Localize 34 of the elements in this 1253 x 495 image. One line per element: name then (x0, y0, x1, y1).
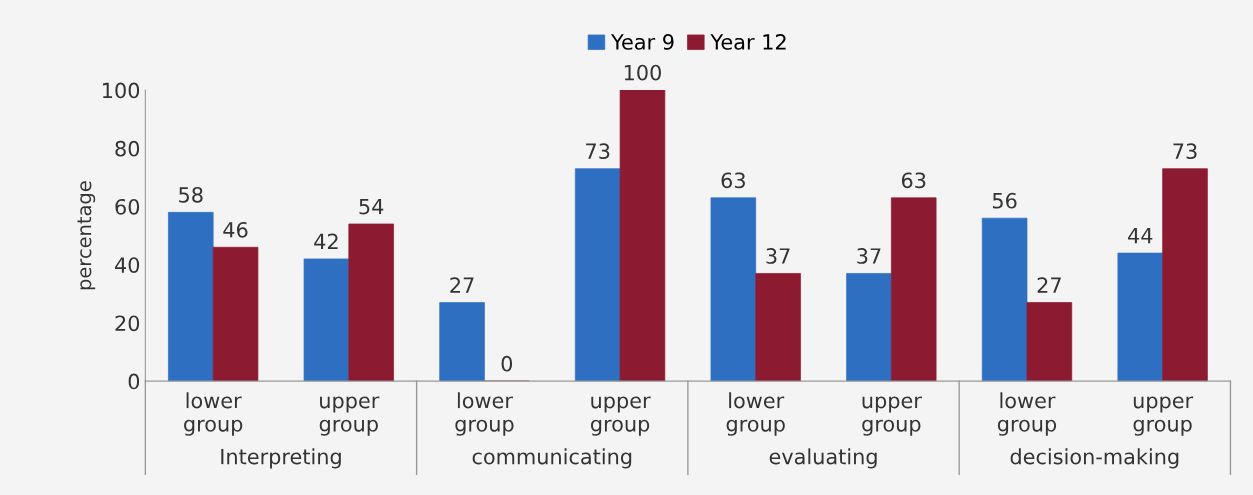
data-label: 44 (1128, 228, 1153, 244)
data-label: 0 (501, 355, 513, 372)
x-tick-label: upper group (590, 396, 651, 436)
y-tick-label: 20 (115, 315, 140, 332)
data-label: 100 (624, 64, 661, 81)
data-label: 56 (992, 192, 1017, 209)
data-label: 46 (223, 221, 248, 238)
data-label: 27 (1037, 277, 1061, 293)
data-label: 73 (586, 143, 610, 160)
data-label: 42 (314, 233, 338, 250)
data-label: 54 (359, 198, 384, 215)
text: decision-making (1010, 448, 1179, 469)
y-tick-label: 40 (115, 257, 140, 273)
data-label: 58 (179, 186, 203, 203)
legend-label: Year 9 (610, 34, 674, 50)
y-tick-label: 100 (103, 82, 140, 99)
y-tick-label: 80 (115, 140, 140, 157)
legend-label: Year 12 (710, 34, 786, 50)
text: evaluating (769, 448, 877, 469)
text: communicating (472, 448, 632, 469)
data-label: 27 (450, 277, 474, 293)
y-tick-label: 0 (128, 373, 140, 390)
data-label: 37 (857, 248, 881, 264)
x-tick-label: lower group (184, 392, 243, 436)
text: Interpreting (221, 448, 341, 469)
x-tick-label: upper group (862, 396, 922, 436)
y-tick-label: 60 (115, 198, 140, 215)
data-label: 37 (766, 248, 790, 264)
data-label: 63 (721, 172, 745, 189)
y-axis-title: percentage (77, 181, 96, 290)
data-label: 73 (1173, 143, 1197, 160)
x-tick-label: upper group (1133, 396, 1194, 436)
x-tick-label: upper group (319, 396, 380, 436)
data-label: 63 (901, 172, 926, 189)
